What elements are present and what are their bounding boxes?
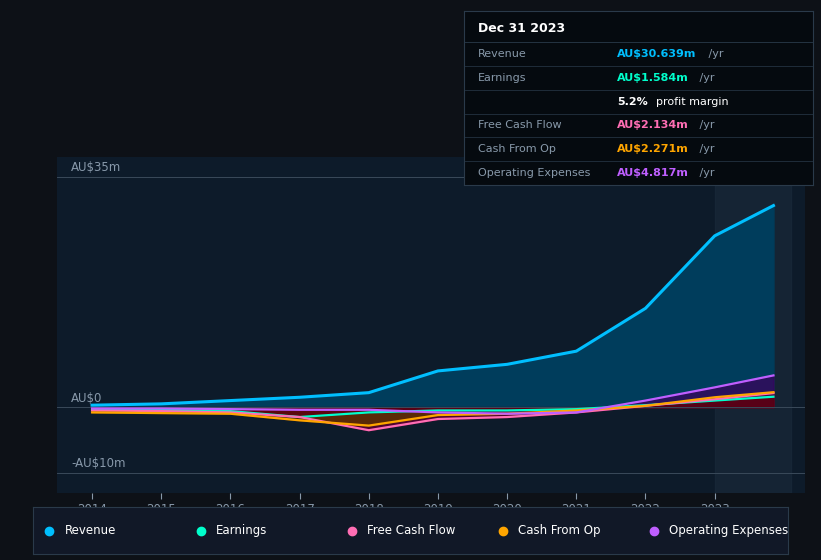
Text: Operating Expenses: Operating Expenses bbox=[478, 168, 590, 178]
Text: /yr: /yr bbox=[696, 144, 714, 154]
Text: /yr: /yr bbox=[704, 49, 723, 59]
Text: Free Cash Flow: Free Cash Flow bbox=[367, 524, 455, 537]
Text: AU$35m: AU$35m bbox=[71, 161, 122, 174]
Text: Cash From Op: Cash From Op bbox=[518, 524, 600, 537]
Text: Earnings: Earnings bbox=[216, 524, 267, 537]
Text: Dec 31 2023: Dec 31 2023 bbox=[478, 22, 565, 35]
Text: 5.2%: 5.2% bbox=[617, 97, 648, 107]
Text: AU$0: AU$0 bbox=[71, 391, 103, 404]
Text: AU$2.271m: AU$2.271m bbox=[617, 144, 689, 154]
Text: /yr: /yr bbox=[696, 73, 714, 83]
Text: Earnings: Earnings bbox=[478, 73, 526, 83]
Text: /yr: /yr bbox=[696, 120, 714, 130]
Text: -AU$10m: -AU$10m bbox=[71, 458, 126, 470]
Text: Operating Expenses: Operating Expenses bbox=[669, 524, 788, 537]
Text: Revenue: Revenue bbox=[65, 524, 116, 537]
Text: AU$1.584m: AU$1.584m bbox=[617, 73, 689, 83]
Text: Cash From Op: Cash From Op bbox=[478, 144, 556, 154]
Text: AU$4.817m: AU$4.817m bbox=[617, 168, 690, 178]
Text: /yr: /yr bbox=[696, 168, 714, 178]
Text: profit margin: profit margin bbox=[656, 97, 728, 107]
Text: Revenue: Revenue bbox=[478, 49, 526, 59]
Text: Free Cash Flow: Free Cash Flow bbox=[478, 120, 562, 130]
Text: AU$2.134m: AU$2.134m bbox=[617, 120, 689, 130]
Bar bbox=[714, 157, 791, 493]
Text: AU$30.639m: AU$30.639m bbox=[617, 49, 697, 59]
